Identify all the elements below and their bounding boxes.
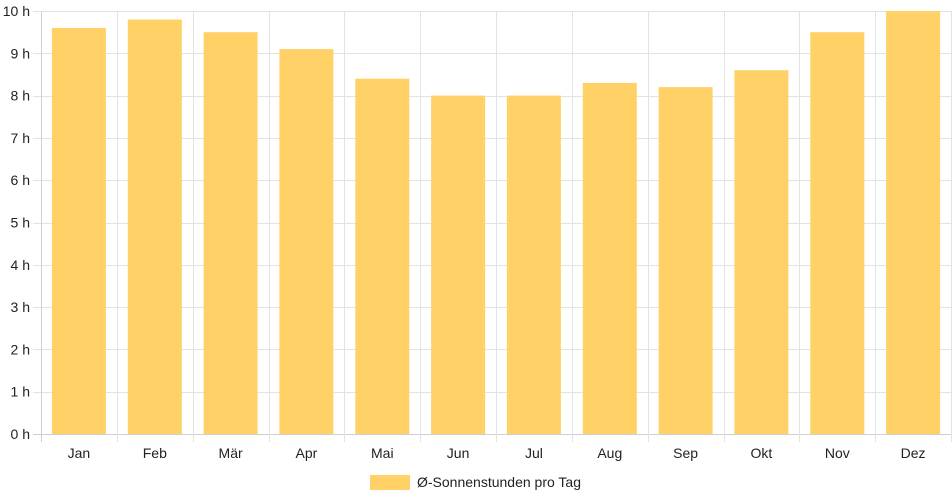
y-tick-label: 1 h [11, 384, 30, 400]
x-tick-label: Nov [825, 445, 850, 461]
grid [33, 11, 952, 442]
x-axis-ticks: Jan Feb Mär Apr Mai Jun Jul Aug Sep Okt Nov Dez [68, 445, 926, 461]
bar-apr[interactable] [279, 49, 334, 434]
y-tick-label: 7 h [11, 130, 30, 146]
y-tick-label: 3 h [11, 299, 30, 315]
bar-jul[interactable] [506, 95, 561, 434]
x-tick-label: Jun [447, 445, 470, 461]
y-tick-label: 0 h [11, 426, 30, 442]
legend-swatch[interactable] [370, 475, 410, 490]
x-tick-label: Feb [143, 445, 167, 461]
bar-feb[interactable] [127, 19, 182, 435]
x-tick-label: Aug [597, 445, 622, 461]
x-tick-label: Okt [751, 445, 773, 461]
y-axis-ticks: 0 h 1 h 2 h 3 h 4 h 5 h 6 h 7 h 8 h 9 h 10 h [3, 3, 30, 442]
y-tick-label: 4 h [11, 257, 30, 273]
bar-mai[interactable] [355, 78, 410, 434]
x-tick-label: Mai [371, 445, 394, 461]
y-tick-label: 9 h [11, 45, 30, 61]
y-tick-label: 10 h [3, 3, 30, 19]
y-tick-label: 5 h [11, 215, 30, 231]
legend-label[interactable]: Ø-Sonnenstunden pro Tag [417, 474, 581, 490]
y-tick-label: 8 h [11, 88, 30, 104]
y-tick-label: 2 h [11, 341, 30, 357]
bar-okt[interactable] [734, 70, 789, 434]
x-tick-label: Mär [219, 445, 243, 461]
bar-jan[interactable] [51, 27, 106, 435]
x-tick-label: Sep [673, 445, 698, 461]
bar-jun[interactable] [431, 95, 486, 434]
x-tick-label: Dez [901, 445, 926, 461]
bar-mär[interactable] [203, 32, 258, 434]
x-tick-label: Jul [525, 445, 543, 461]
x-tick-label: Jan [68, 445, 91, 461]
bar-sep[interactable] [658, 87, 713, 434]
bar-aug[interactable] [582, 82, 637, 435]
y-tick-label: 6 h [11, 172, 30, 188]
bar-nov[interactable] [810, 32, 865, 434]
x-tick-label: Apr [296, 445, 318, 461]
legend[interactable]: Ø-Sonnenstunden pro Tag [370, 474, 581, 490]
bars [51, 11, 941, 435]
bar-dez[interactable] [886, 11, 941, 434]
